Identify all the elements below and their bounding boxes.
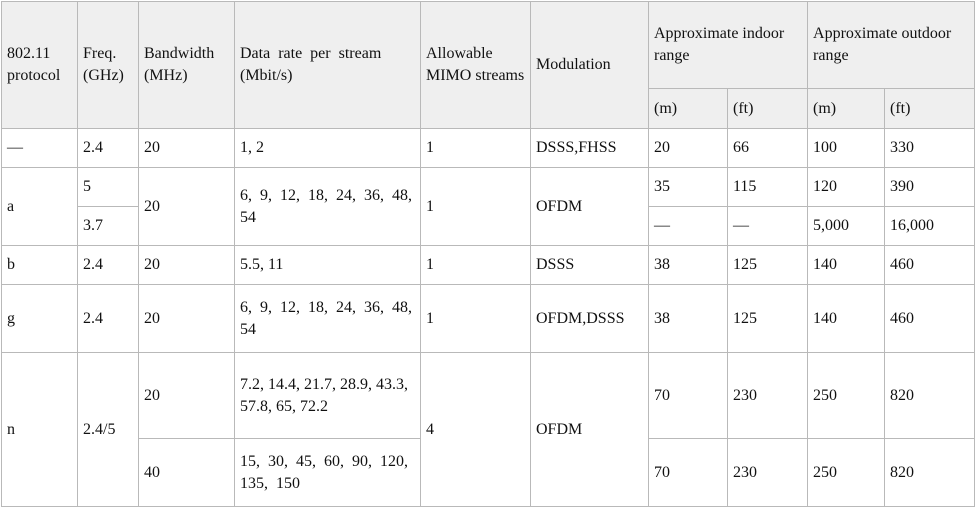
cell-mimo: 1 bbox=[420, 128, 531, 168]
cell-indoor-ft: 230 bbox=[726, 352, 809, 439]
cell-indoor-ft: 125 bbox=[726, 284, 809, 353]
cell-outdoor-m: 120 bbox=[807, 167, 886, 207]
cell-freq: 3.7 bbox=[77, 206, 139, 246]
cell-indoor-m: 70 bbox=[648, 352, 728, 439]
cell-bandwidth: 20 bbox=[138, 284, 235, 353]
cell-modulation: DSSS bbox=[530, 245, 649, 285]
cell-freq: 2.4 bbox=[77, 245, 139, 285]
cell-data-rate: 6, 9, 12, 18, 24, 36, 48, 54 bbox=[234, 167, 421, 246]
cell-bandwidth: 20 bbox=[138, 128, 235, 168]
cell-data-rate: 1, 2 bbox=[234, 128, 421, 168]
cell-freq: 2.4/5 bbox=[77, 352, 139, 507]
cell-outdoor-ft: 390 bbox=[884, 167, 975, 207]
cell-indoor-ft: — bbox=[726, 206, 809, 246]
cell-outdoor-ft: 330 bbox=[884, 128, 975, 168]
cell-bandwidth: 20 bbox=[138, 352, 235, 439]
cell-indoor-m: — bbox=[648, 206, 728, 246]
cell-protocol: n bbox=[1, 352, 78, 507]
cell-freq: 2.4 bbox=[77, 128, 139, 168]
cell-protocol: b bbox=[1, 245, 78, 285]
cell-data-rate: 7.2, 14.4, 21.7, 28.9, 43.3, 57.8, 65, 7… bbox=[234, 352, 421, 439]
cell-modulation: OFDM bbox=[530, 352, 649, 507]
cell-mimo: 4 bbox=[420, 352, 531, 507]
cell-bandwidth: 40 bbox=[138, 438, 235, 507]
cell-outdoor-m: 250 bbox=[807, 352, 886, 439]
table-row: a 5 20 6, 9, 12, 18, 24, 36, 48, 54 1 OF… bbox=[1, 167, 975, 246]
cell-freq: 2.4 bbox=[77, 284, 139, 353]
cell-data-rate: 5.5, 11 bbox=[234, 245, 421, 285]
table-row: 3.7 — — 5,000 16,000 bbox=[2, 206, 975, 246]
cell-indoor-m: 38 bbox=[648, 284, 728, 353]
header-outdoor-ft: (ft) bbox=[884, 88, 975, 129]
cell-indoor-ft: 66 bbox=[726, 128, 809, 168]
cell-indoor-m: 20 bbox=[648, 128, 728, 168]
cell-outdoor-ft: 820 bbox=[884, 352, 975, 439]
cell-indoor-ft: 230 bbox=[726, 438, 809, 507]
cell-outdoor-m: 140 bbox=[807, 245, 886, 285]
cell-outdoor-ft: 16,000 bbox=[884, 206, 975, 246]
table-row: 40 15, 30, 45, 60, 90, 120, 135, 150 70 … bbox=[2, 438, 975, 507]
header-bandwidth: Bandwidth (MHz) bbox=[138, 1, 235, 129]
cell-modulation: DSSS,FHSS bbox=[530, 128, 649, 168]
cell-outdoor-ft: 460 bbox=[884, 245, 975, 285]
cell-indoor-ft: 125 bbox=[726, 245, 809, 285]
table-row: g 2.4 20 6, 9, 12, 18, 24, 36, 48, 54 1 … bbox=[1, 284, 975, 353]
header-modulation: Modulation bbox=[530, 1, 649, 129]
cell-protocol: a bbox=[1, 167, 78, 246]
cell-indoor-m: 35 bbox=[648, 167, 728, 207]
table-row: — 2.4 20 1, 2 1 DSSS,FHSS 20 66 100 330 bbox=[1, 128, 975, 168]
cell-outdoor-m: 250 bbox=[807, 438, 886, 507]
header-data-rate: Data rate per stream (Mbit/s) bbox=[234, 1, 421, 129]
cell-bandwidth: 20 bbox=[138, 245, 235, 285]
cell-mimo: 1 bbox=[420, 284, 531, 353]
header-indoor-ft: (ft) bbox=[726, 88, 809, 129]
cell-protocol: g bbox=[1, 284, 78, 353]
cell-mimo: 1 bbox=[420, 245, 531, 285]
cell-outdoor-ft: 820 bbox=[884, 438, 975, 507]
header-mimo: Allowable MIMO streams bbox=[420, 1, 531, 129]
cell-bandwidth: 20 bbox=[138, 167, 235, 246]
header-indoor-m: (m) bbox=[648, 88, 728, 129]
cell-mimo: 1 bbox=[420, 167, 531, 246]
header-protocol: 802.11 protocol bbox=[1, 1, 78, 129]
cell-outdoor-m: 5,000 bbox=[807, 206, 886, 246]
table-row: n 2.4/5 20 7.2, 14.4, 21.7, 28.9, 43.3, … bbox=[1, 352, 975, 507]
cell-data-rate: 15, 30, 45, 60, 90, 120, 135, 150 bbox=[234, 438, 421, 507]
header-outdoor-m: (m) bbox=[807, 88, 886, 129]
cell-indoor-m: 38 bbox=[648, 245, 728, 285]
cell-data-rate: 6, 9, 12, 18, 24, 36, 48, 54 bbox=[234, 284, 421, 353]
cell-indoor-m: 70 bbox=[648, 438, 728, 507]
cell-outdoor-m: 100 bbox=[807, 128, 886, 168]
cell-modulation: OFDM bbox=[530, 167, 649, 246]
cell-indoor-ft: 115 bbox=[726, 167, 809, 207]
header-freq: Freq. (GHz) bbox=[77, 1, 139, 129]
table-row: b 2.4 20 5.5, 11 1 DSSS 38 125 140 460 bbox=[1, 245, 975, 285]
header-outdoor-range: Approximate outdoor range bbox=[807, 1, 975, 89]
cell-modulation: OFDM,DSSS bbox=[530, 284, 649, 353]
cell-outdoor-m: 140 bbox=[807, 284, 886, 353]
cell-outdoor-ft: 460 bbox=[884, 284, 975, 353]
cell-freq: 5 bbox=[77, 167, 139, 207]
cell-protocol: — bbox=[1, 128, 78, 168]
header-indoor-range: Approximate indoor range bbox=[647, 1, 809, 89]
